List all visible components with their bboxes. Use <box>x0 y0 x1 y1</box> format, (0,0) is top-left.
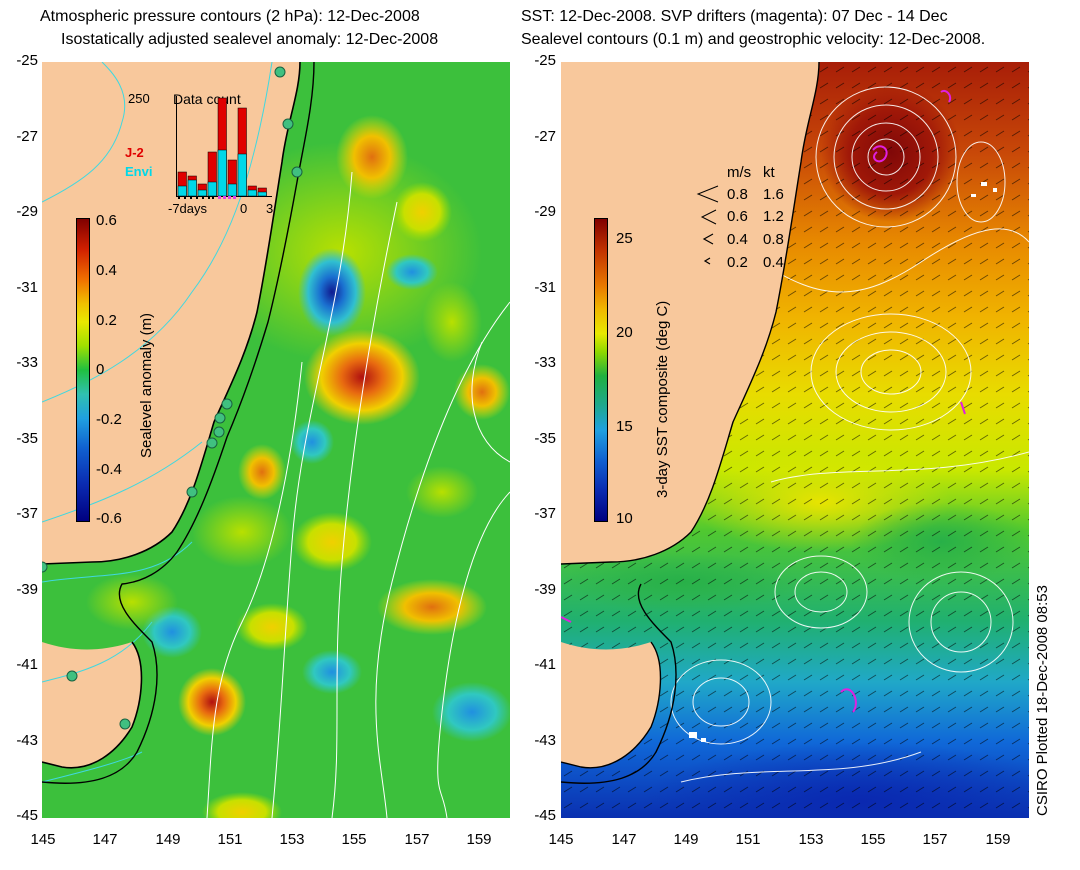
y-label: -37 <box>534 505 556 522</box>
envi-count-bar <box>227 183 237 197</box>
x-label: 151 <box>735 831 761 848</box>
inset-x-label: 0 <box>240 201 248 216</box>
colorbar-tick: -0.4 <box>96 461 122 478</box>
velocity-header-kt: kt <box>763 164 775 181</box>
y-label: -43 <box>534 732 556 749</box>
y-label: -37 <box>16 505 38 522</box>
x-label: 157 <box>404 831 430 848</box>
sst-map <box>561 62 1029 818</box>
colorbar-tick: 0.6 <box>96 212 117 229</box>
velocity-arrow-icons <box>696 185 719 265</box>
colorbar-tick: 20 <box>616 324 633 341</box>
velocity-kt: 1.6 <box>763 186 784 203</box>
sst-colorbar-label: 3-day SST composite (deg C) <box>654 300 671 498</box>
velocity-ms: 0.2 <box>727 254 748 271</box>
x-label: 155 <box>860 831 886 848</box>
x-label: 155 <box>341 831 367 848</box>
colorbar-tick: 0 <box>96 361 105 378</box>
x-label: 159 <box>985 831 1011 848</box>
velocity-header-ms: m/s <box>727 164 752 181</box>
x-label: 153 <box>798 831 824 848</box>
colorbar-tick: 10 <box>616 510 633 527</box>
x-label: 153 <box>279 831 305 848</box>
y-label: -27 <box>534 128 556 145</box>
envi-count-bar <box>247 189 257 197</box>
y-label: -43 <box>16 732 38 749</box>
inset-x-label: 3 <box>266 201 274 216</box>
velocity-ms: 0.6 <box>727 208 748 225</box>
inset-legend-j2: J-2 <box>125 145 144 160</box>
y-label: -27 <box>16 128 38 145</box>
x-label: 151 <box>217 831 243 848</box>
x-label: 149 <box>155 831 181 848</box>
envi-count-bar <box>177 185 187 197</box>
sealevel-colorbar-label: Sealevel anomaly (m) <box>138 312 155 458</box>
velocity-ms: 0.8 <box>727 186 748 203</box>
right-title-line2: Sealevel contours (0.1 m) and geostrophi… <box>521 31 986 48</box>
x-label: 157 <box>922 831 948 848</box>
y-label: -29 <box>16 203 38 220</box>
envi-count-bar <box>207 181 217 197</box>
x-label: 147 <box>611 831 637 848</box>
envi-count-bar <box>237 153 247 197</box>
y-label: -45 <box>534 807 556 824</box>
x-label: 145 <box>30 831 56 848</box>
y-label: -39 <box>16 581 38 598</box>
right-title-line1: SST: 12-Dec-2008. SVP drifters (magenta)… <box>521 8 948 25</box>
left-title-line1: Atmospheric pressure contours (2 hPa): 1… <box>40 8 420 25</box>
x-label: 149 <box>673 831 699 848</box>
envi-count-bar <box>257 191 267 197</box>
colorbar-tick: 15 <box>616 418 633 435</box>
y-label: -41 <box>534 656 556 673</box>
y-label: -25 <box>16 52 38 69</box>
y-label: -39 <box>534 581 556 598</box>
velocity-kt: 0.4 <box>763 254 784 271</box>
inset-legend-envi: Envi <box>125 164 153 179</box>
sst-colorbar-gradient <box>594 218 608 522</box>
y-label: -33 <box>534 354 556 371</box>
y-label: -31 <box>16 279 38 296</box>
x-label: 145 <box>548 831 574 848</box>
plot-credit: CSIRO Plotted 18-Dec-2008 08:53 <box>1034 585 1051 816</box>
sealevel-anomaly-map <box>42 62 510 818</box>
y-label: -41 <box>16 656 38 673</box>
velocity-kt: 1.2 <box>763 208 784 225</box>
sealevel-colorbar-gradient <box>76 218 90 522</box>
data-count-bars <box>176 96 272 199</box>
x-label: 159 <box>466 831 492 848</box>
left-title-line2: Isostatically adjusted sealevel anomaly:… <box>61 31 439 48</box>
y-label: -31 <box>534 279 556 296</box>
velocity-ms: 0.4 <box>727 231 748 248</box>
y-label: -45 <box>16 807 38 824</box>
colorbar-tick: -0.6 <box>96 510 122 527</box>
colorbar-tick: 25 <box>616 230 633 247</box>
colorbar-tick: 0.2 <box>96 312 117 329</box>
x-label: 147 <box>92 831 118 848</box>
envi-count-bar <box>197 189 207 197</box>
y-label: -29 <box>534 203 556 220</box>
y-label: -35 <box>16 430 38 447</box>
colorbar-tick: -0.2 <box>96 411 122 428</box>
y-label: -35 <box>534 430 556 447</box>
y-label: -25 <box>534 52 556 69</box>
inset-ymax-label: 250 <box>128 91 150 106</box>
velocity-kt: 0.8 <box>763 231 784 248</box>
y-label: -33 <box>16 354 38 371</box>
envi-count-bar <box>187 179 197 197</box>
envi-count-bar <box>217 149 227 197</box>
colorbar-tick: 0.4 <box>96 262 117 279</box>
inset-x-label: -7days <box>168 201 208 216</box>
